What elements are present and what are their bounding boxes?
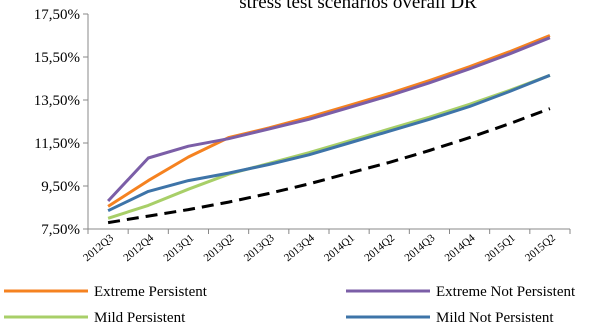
- x-tick-label: 2014Q3: [402, 232, 437, 264]
- x-tick-label: 2013Q3: [242, 232, 277, 264]
- y-tick-label: 9,50%: [41, 179, 80, 195]
- series-lines: [107, 34, 551, 225]
- legend: Extreme Persistent Extreme Not Persistent…: [4, 284, 576, 326]
- series-line-1: [107, 34, 551, 208]
- x-tick-label: 2013Q2: [202, 232, 237, 264]
- chart-title: stress test scenarios overall DR: [239, 0, 477, 13]
- series-line-2: [107, 36, 551, 203]
- legend-entry: Extreme Persistent: [94, 284, 208, 300]
- x-tick-label: 2014Q1: [322, 232, 357, 264]
- x-tick-label: 2014Q4: [443, 232, 478, 264]
- x-tick-label: 2015Q1: [483, 232, 518, 264]
- legend-entry: Mild Persistent: [94, 310, 186, 326]
- y-tick-label: 17,50%: [34, 7, 80, 23]
- x-tick-label: 2012Q4: [121, 232, 156, 264]
- x-tick-label: 2013Q1: [161, 232, 196, 264]
- legend-entry: Extreme Not Persistent: [436, 284, 576, 300]
- y-tick-label: 13,50%: [34, 93, 80, 109]
- x-axis-ticks: 2012Q3 2012Q4 2013Q1 2013Q2 2013Q3 2013Q4 2014…: [81, 229, 571, 264]
- series-line-4: [107, 73, 551, 213]
- axes: [87, 14, 570, 230]
- y-tick-label: 7,50%: [41, 222, 80, 238]
- y-tick-label: 15,50%: [34, 50, 80, 66]
- y-tick-label: 11,50%: [34, 136, 80, 152]
- series-line-3: [107, 73, 551, 220]
- y-axis-ticks: 7,50% 9,50% 11,50% 13,50% 15,50% 17,50%: [34, 7, 88, 238]
- x-tick-label: 2012Q3: [81, 232, 116, 264]
- x-tick-label: 2013Q4: [282, 232, 317, 264]
- x-tick-label: 2015Q2: [523, 232, 558, 264]
- legend-entry: Mild Not Persistent: [436, 310, 554, 326]
- x-tick-label: 2014Q2: [362, 232, 397, 264]
